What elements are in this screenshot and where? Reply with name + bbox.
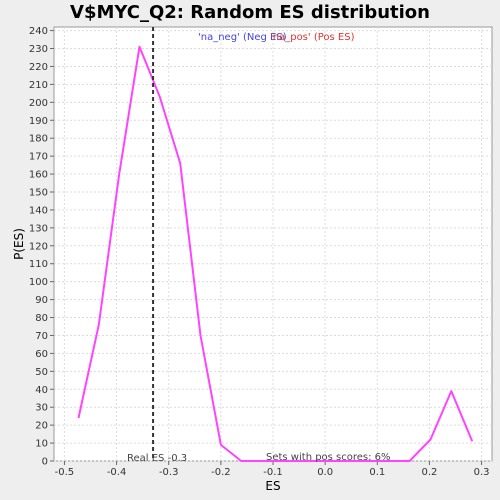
y-tick-label: 100 xyxy=(29,277,48,288)
es-series-line xyxy=(77,45,474,462)
x-tick-label: -0.3 xyxy=(159,467,179,478)
x-tick-label: 0.0 xyxy=(317,467,333,478)
y-tick-label: 210 xyxy=(29,80,48,91)
y-tick-label: 20 xyxy=(35,421,48,432)
y-tick-label: 200 xyxy=(29,98,48,109)
real-es-annotation: Real ES -0.3 xyxy=(127,453,187,464)
x-tick-label: 0.2 xyxy=(421,467,437,478)
y-tick-label: 130 xyxy=(29,223,48,234)
y-tick-label: 150 xyxy=(29,187,48,198)
y-tick-label: 110 xyxy=(29,259,48,270)
x-tick-label: -0.5 xyxy=(55,467,75,478)
y-tick-label: 160 xyxy=(29,170,48,181)
x-tick-label: 0.1 xyxy=(369,467,385,478)
y-tick-label: 80 xyxy=(35,313,48,324)
y-tick-label: 120 xyxy=(29,241,48,252)
y-tick-label: 170 xyxy=(29,152,48,163)
grid xyxy=(54,27,492,462)
x-axis-ticks: -0.5 -0.4 -0.3 -0.2 -0.1 0.0 0.1 0.2 0.3 xyxy=(55,461,490,478)
y-tick-label: 140 xyxy=(29,205,48,216)
x-axis-label: ES xyxy=(265,479,280,493)
legend-pos-label: 'na_pos' (Pos ES) xyxy=(270,32,355,43)
pos-scores-annotation: Sets with pos scores: 6% xyxy=(266,452,391,463)
y-axis-ticks: 0 10 20 30 40 50 60 70 80 90 100 110 120 130 140 150 160… xyxy=(29,26,54,468)
y-tick-label: 220 xyxy=(29,62,48,73)
y-tick-label: 230 xyxy=(29,44,48,55)
y-tick-label: 90 xyxy=(35,295,48,306)
y-tick-label: 10 xyxy=(35,439,48,450)
legend-neg-label: 'na_neg' (Neg ES) xyxy=(198,32,287,43)
y-tick-label: 0 xyxy=(42,457,48,468)
y-tick-label: 240 xyxy=(29,26,48,37)
y-tick-label: 40 xyxy=(35,385,48,396)
y-tick-label: 60 xyxy=(35,349,48,360)
y-tick-label: 180 xyxy=(29,134,48,145)
chart-title: V$MYC_Q2: Random ES distribution xyxy=(70,2,430,23)
y-tick-label: 30 xyxy=(35,403,48,414)
x-tick-label: 0.3 xyxy=(474,467,490,478)
y-tick-label: 70 xyxy=(35,331,48,342)
series-lines xyxy=(77,45,474,462)
x-tick-label: -0.2 xyxy=(211,467,231,478)
y-axis-label: P(ES) xyxy=(12,228,26,260)
x-tick-label: -0.1 xyxy=(263,467,283,478)
y-tick-label: 190 xyxy=(29,116,48,127)
y-tick-label: 50 xyxy=(35,367,48,378)
x-tick-label: -0.4 xyxy=(107,467,127,478)
